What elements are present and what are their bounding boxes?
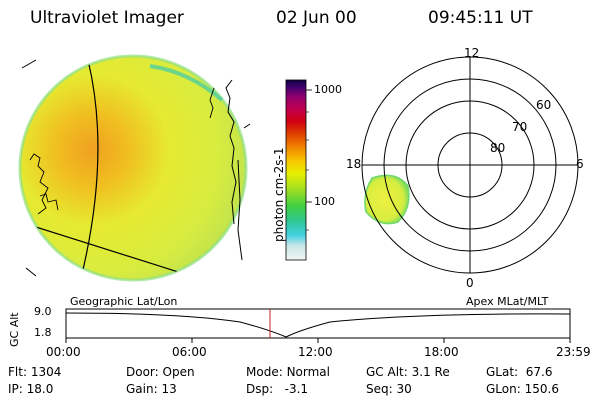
info-gain: Gain: 13	[126, 382, 177, 396]
observation-date: 02 Jun 00	[276, 8, 357, 28]
mlt-label-0: 0	[466, 276, 474, 290]
colorbar-unit-label: photon cm-2s-1	[272, 147, 286, 243]
polar-plot	[361, 56, 579, 274]
observation-time: 09:45:11 UT	[428, 8, 533, 28]
info-glat: GLat: 67.6	[486, 365, 553, 379]
colorbar	[285, 79, 312, 261]
info-glon: GLon: 150.6	[486, 382, 559, 396]
info-gc-alt: GC Alt: 3.1 Re	[366, 365, 450, 379]
info-mode: Mode: Normal	[246, 365, 330, 379]
info-flt: Flt: 1304	[8, 365, 62, 379]
timeline-plot	[65, 308, 571, 343]
lat-label-80: 80	[490, 141, 506, 155]
instrument-title: Ultraviolet Imager	[30, 8, 184, 28]
timeline-x-tick-0000: 00:00	[46, 345, 81, 359]
mlt-label-6: 6	[576, 157, 584, 171]
earth-image	[18, 54, 251, 282]
timeline-right-caption: Apex MLat/MLT	[466, 295, 549, 308]
timeline-y-tick-9: 9.0	[34, 305, 52, 318]
colorbar-tick-100: 100	[314, 195, 335, 208]
mlt-label-12: 12	[464, 46, 480, 60]
info-ip: IP: 18.0	[8, 382, 54, 396]
lat-label-60: 60	[536, 98, 552, 112]
timeline-x-tick-0600: 06:00	[172, 345, 207, 359]
timeline-y-tick-1-8: 1.8	[34, 326, 52, 339]
info-dsp: Dsp: -3.1	[246, 382, 309, 396]
timeline-y-axis-label: GC Alt	[8, 312, 21, 347]
info-door: Door: Open	[126, 365, 195, 379]
lat-label-70: 70	[512, 120, 528, 134]
timeline-x-tick-1800: 18:00	[424, 345, 459, 359]
timeline-left-caption: Geographic Lat/Lon	[70, 295, 178, 308]
info-seq: Seq: 30	[366, 382, 412, 396]
timeline-x-tick-1200: 12:00	[298, 345, 333, 359]
colorbar-tick-1000: 1000	[314, 83, 342, 96]
mlt-label-18: 18	[346, 157, 362, 171]
timeline-x-tick-2359: 23:59	[556, 345, 591, 359]
